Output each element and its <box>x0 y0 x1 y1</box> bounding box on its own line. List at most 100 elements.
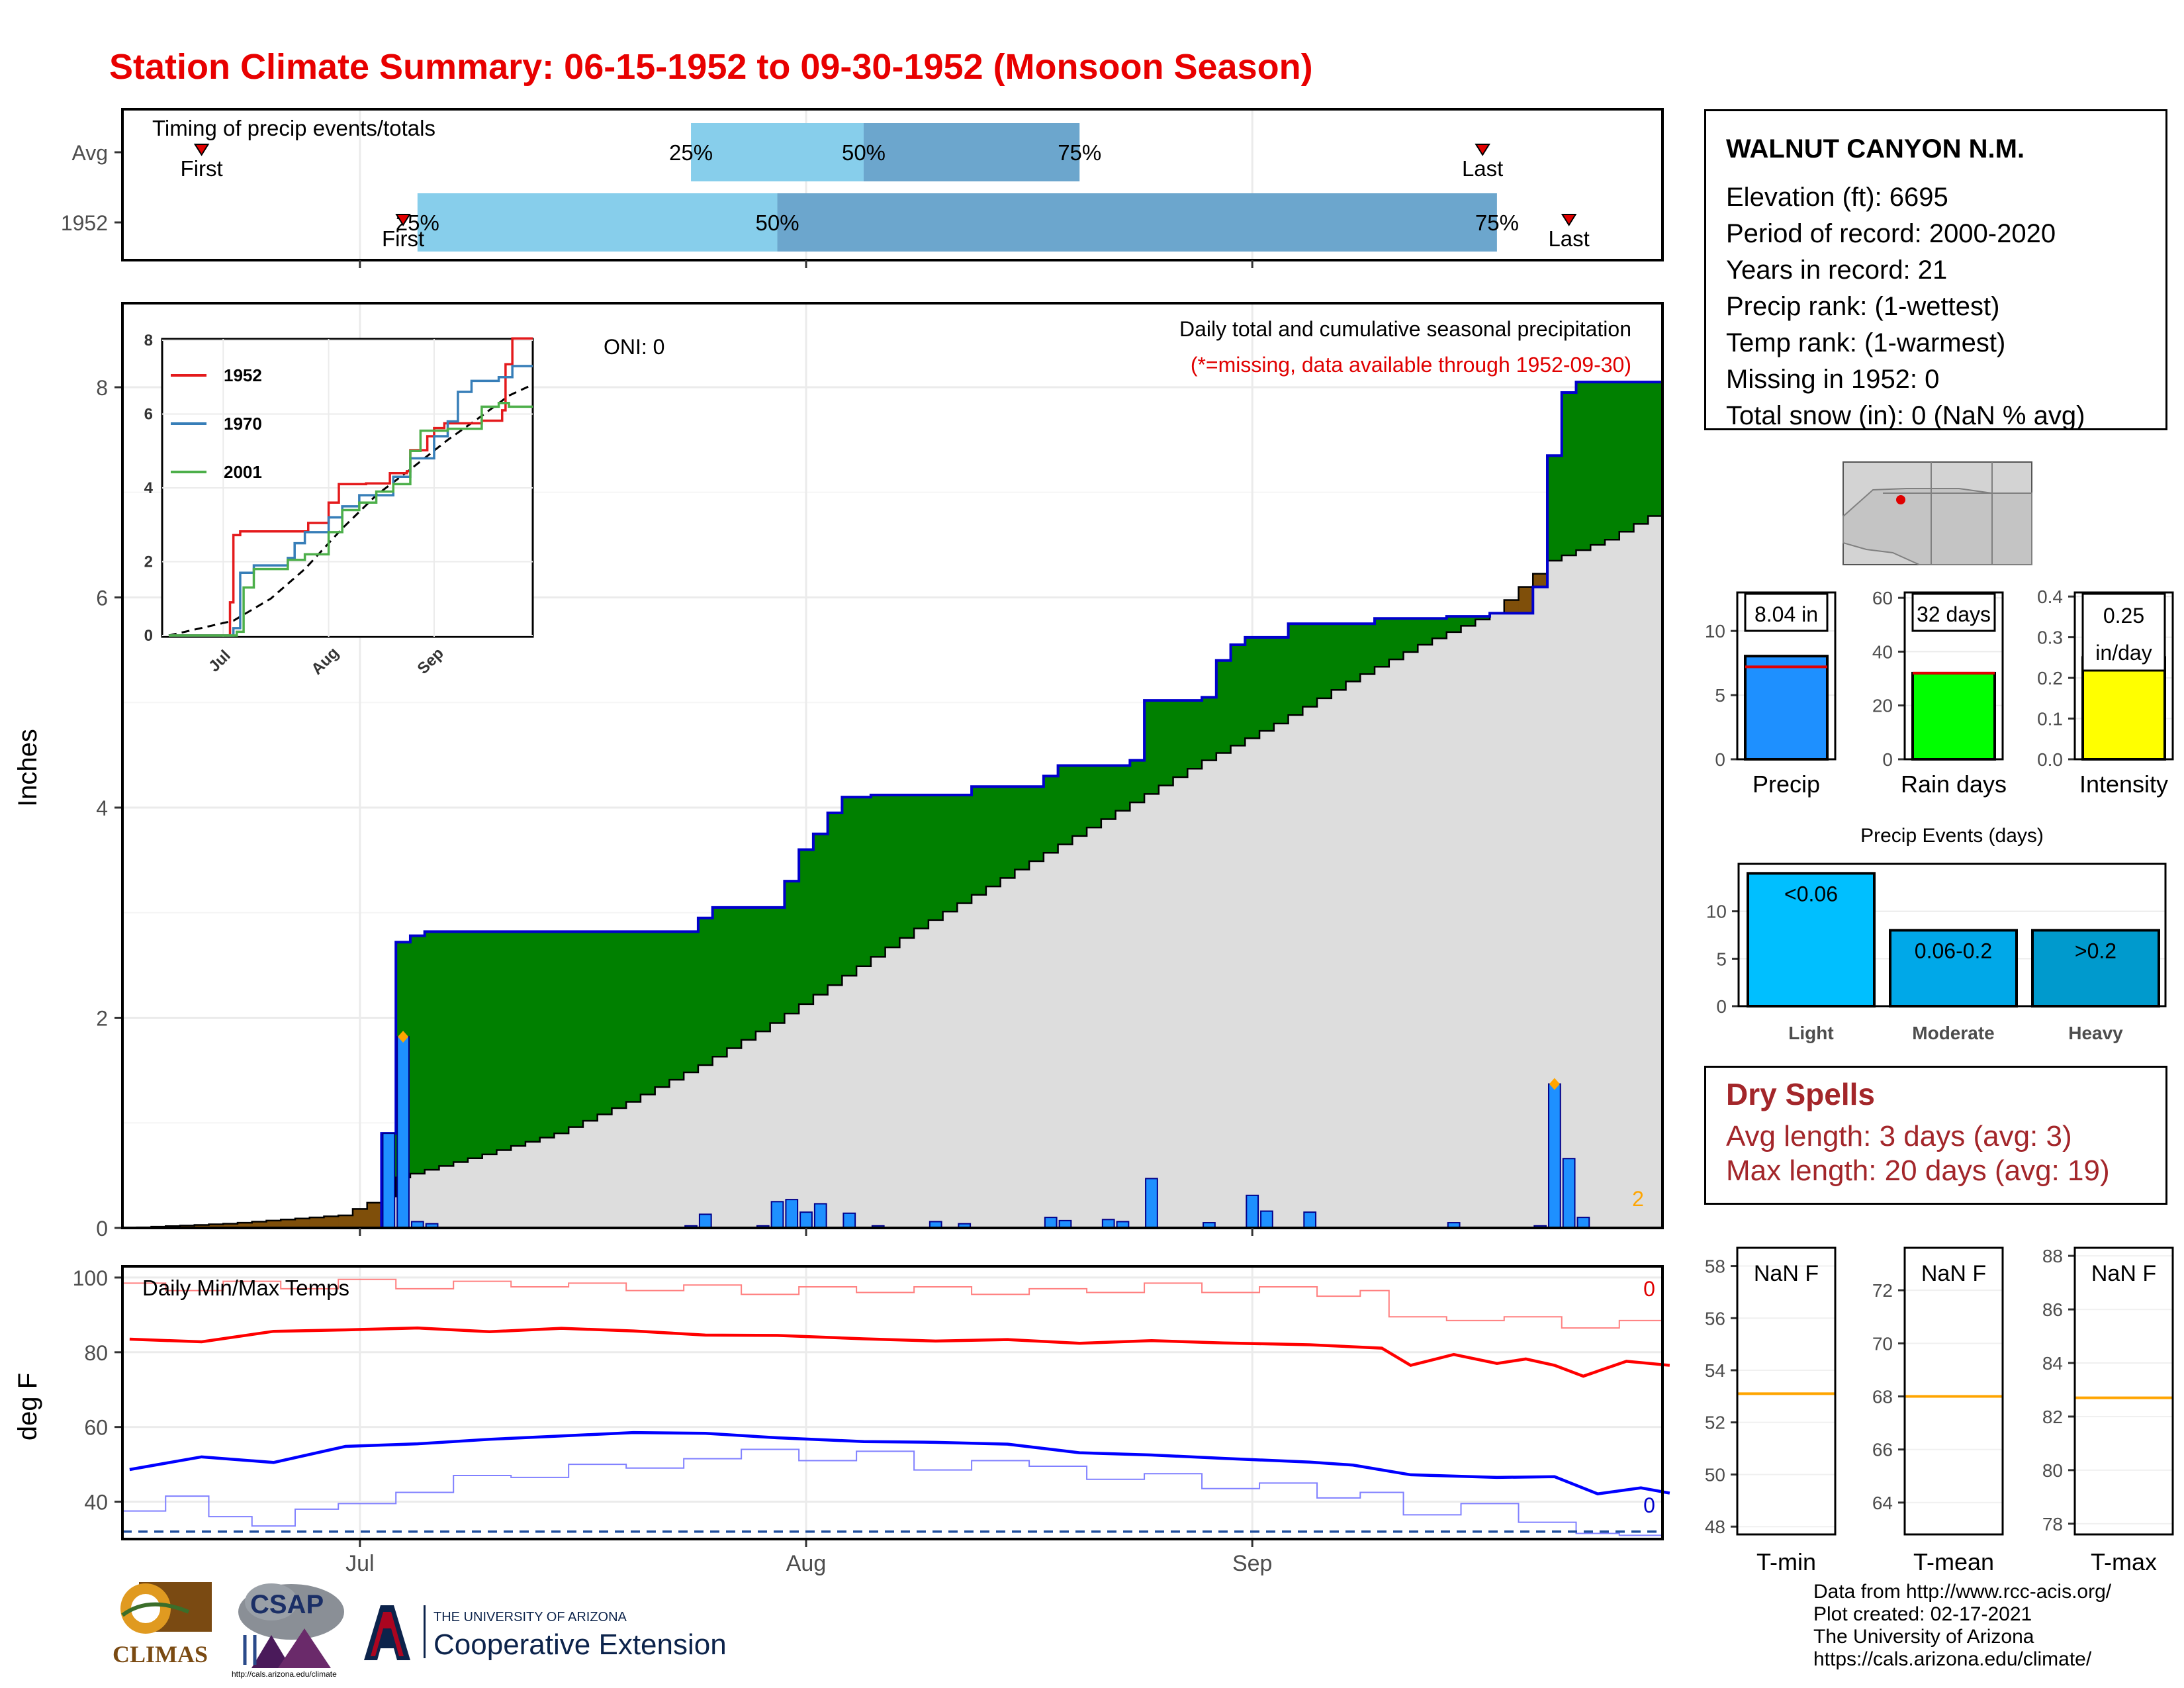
events-bar-heavy <box>2031 929 2160 1008</box>
precip-above-avg-column <box>1446 616 1462 632</box>
precip-above-avg-column <box>582 931 598 1121</box>
totals-ytick-label-2-4: 0.4 <box>2037 586 2063 607</box>
precip-above-avg-column <box>1101 765 1116 820</box>
precip-above-avg-column <box>985 786 1001 887</box>
events-ytick-label-5: 5 <box>1716 949 1727 969</box>
page-title: Station Climate Summary: 06-15-1952 to 0… <box>109 47 1313 87</box>
precip-above-avg-column <box>1302 624 1318 707</box>
precip-above-avg-column <box>1345 624 1361 682</box>
inset-series-line-1952 <box>169 337 533 637</box>
station-precip-rank: Precip rank: (1-wettest) <box>1726 292 2000 321</box>
precip-subtitle: (*=missing, data available through 1952-… <box>1191 353 1631 377</box>
precip-daily-bar <box>1145 1178 1158 1229</box>
precip-above-avg-column <box>1043 776 1059 853</box>
precip-above-avg-column <box>1000 786 1015 878</box>
inset-xtick-label-sep: Sep <box>414 645 447 678</box>
timing-row-label-1952: 1952 <box>61 211 108 235</box>
precip-above-avg-column <box>1547 455 1563 561</box>
temp-panel-ytick-label-1-1: 66 <box>1872 1440 1893 1460</box>
precip-oni-label: ONI: 0 <box>604 335 664 359</box>
timing-row-label-Avg: Avg <box>71 141 108 165</box>
events-ytick-label-10: 10 <box>1706 902 1727 922</box>
precip-below-avg-column <box>251 1221 267 1228</box>
precip-below-avg-column <box>352 1209 368 1228</box>
credit-url: https://cals.arizona.edu/climate/ <box>1813 1648 2092 1670</box>
precip-1952-cumulative-line <box>122 381 1662 1229</box>
temp-panel-ytick-label-2-4: 86 <box>2042 1299 2063 1320</box>
precip-above-avg-column <box>1015 786 1030 870</box>
precip-daily-bar <box>1562 1158 1576 1229</box>
timing-bar-q25-q50-1952 <box>417 193 778 252</box>
precip-below-avg-column <box>309 1217 325 1228</box>
precip-above-avg-column <box>1058 765 1073 845</box>
precip-above-avg-column <box>1418 618 1433 645</box>
credit-date: Plot created: 02-17-2021 <box>1813 1603 2032 1625</box>
timing-pct-label-Avg-1: 50% <box>842 140 886 165</box>
precip-avg-area <box>122 516 1662 1228</box>
precip-below-avg-column <box>367 1202 383 1228</box>
temps-ytick-label-40: 40 <box>84 1491 108 1515</box>
temp-panel-category-label-2: T-max <box>2091 1548 2157 1575</box>
precip-above-avg-column <box>424 931 440 1170</box>
totals-ytick-label-1-3: 60 <box>1872 588 1893 608</box>
precip-missing-marker <box>1549 1078 1560 1090</box>
ua-big-text: Cooperative Extension <box>433 1628 727 1661</box>
temps-ytick-label-80: 80 <box>84 1341 108 1365</box>
totals-bar-rain-days <box>1911 671 1996 761</box>
precip-above-avg-column <box>856 797 872 966</box>
precip-above-avg-column <box>669 931 684 1080</box>
events-title: Precip Events (days) <box>1860 825 2044 847</box>
temp-panel-ytick-label-1-3: 70 <box>1872 1333 1893 1354</box>
precip-above-avg-column <box>1619 382 1635 532</box>
precip-daily-bar <box>1246 1194 1259 1229</box>
precip-below-avg-column <box>223 1223 238 1228</box>
events-bar-moderate <box>1889 929 2018 1008</box>
precip-above-avg-column <box>1245 637 1260 739</box>
precip-above-avg-column <box>597 931 613 1115</box>
events-bar-label-light: <0.06 <box>1784 882 1838 906</box>
inset-xtick-label-aug: Aug <box>308 644 342 679</box>
dry-spells-heading: Dry Spells <box>1726 1077 1875 1111</box>
ua-logo: THE UNIVERSITY OF ARIZONA Cooperative Ex… <box>361 1602 758 1668</box>
temps-avg-max-line <box>129 1326 1670 1378</box>
timing-title: Timing of precip events/totals <box>152 116 435 140</box>
precip-above-avg-column <box>1461 616 1476 626</box>
timing-first-marker-1952 <box>395 214 411 226</box>
temp-panel-category-label-0: T-min <box>1756 1548 1816 1575</box>
inset-series-line-2001 <box>169 402 533 637</box>
precip-ytick-label-6: 6 <box>96 586 108 610</box>
inset-legend-label-2001: 2001 <box>224 462 262 482</box>
csap-logo-text: CSAP <box>250 1590 324 1619</box>
dry-spells-max: Max length: 20 days (avg: 19) <box>1726 1154 2110 1187</box>
precip-above-avg-column <box>1173 700 1188 777</box>
station-years: Years in record: 21 <box>1726 256 1948 285</box>
precip-below-avg-column <box>295 1218 310 1228</box>
precip-daily-bar <box>382 1133 396 1229</box>
precip-above-avg-column <box>755 907 771 1032</box>
precip-ytick-label-0: 0 <box>96 1217 108 1241</box>
climas-logo-text: CLIMAS <box>113 1641 208 1667</box>
precip-above-avg-column <box>1273 637 1289 724</box>
temp-panel-value-label-1: NaN F <box>1921 1261 1986 1286</box>
precip-above-avg-column <box>626 931 641 1102</box>
totals-ytick-label-0-1: 5 <box>1715 685 1725 706</box>
events-category-label-moderate: Moderate <box>1912 1023 1994 1043</box>
temp-panel-ytick-label-2-1: 80 <box>2042 1460 2063 1481</box>
totals-ytick-label-0-0: 0 <box>1715 749 1725 770</box>
timing-bar-q50-q75-1952 <box>777 193 1497 252</box>
precip-above-avg-column <box>1317 624 1332 698</box>
precip-above-avg-column <box>1388 618 1404 660</box>
precip-above-avg-column <box>928 794 944 920</box>
precip-above-avg-column <box>972 786 987 895</box>
precip-above-avg-column <box>612 931 627 1109</box>
precip-above-avg-column <box>1633 382 1649 524</box>
xtick-label-jul: Jul <box>345 1551 374 1576</box>
totals-ytick-label-2-1: 0.1 <box>2037 709 2063 729</box>
precip-above-avg-column <box>1029 786 1044 861</box>
precip-below-avg-column <box>324 1216 339 1228</box>
precip-above-avg-column <box>813 833 829 995</box>
inset-xtick-label-jul: Jul <box>205 647 234 676</box>
precip-daily-bar <box>1576 1217 1590 1229</box>
credits: Data from http://www.rcc-acis.org/ Plot … <box>1813 1581 2111 1671</box>
station-location-marker <box>1896 495 1905 504</box>
